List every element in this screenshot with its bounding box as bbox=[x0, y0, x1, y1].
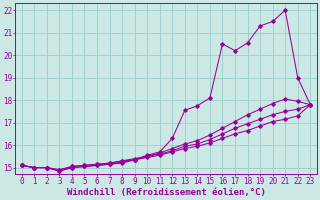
X-axis label: Windchill (Refroidissement éolien,°C): Windchill (Refroidissement éolien,°C) bbox=[67, 188, 266, 197]
